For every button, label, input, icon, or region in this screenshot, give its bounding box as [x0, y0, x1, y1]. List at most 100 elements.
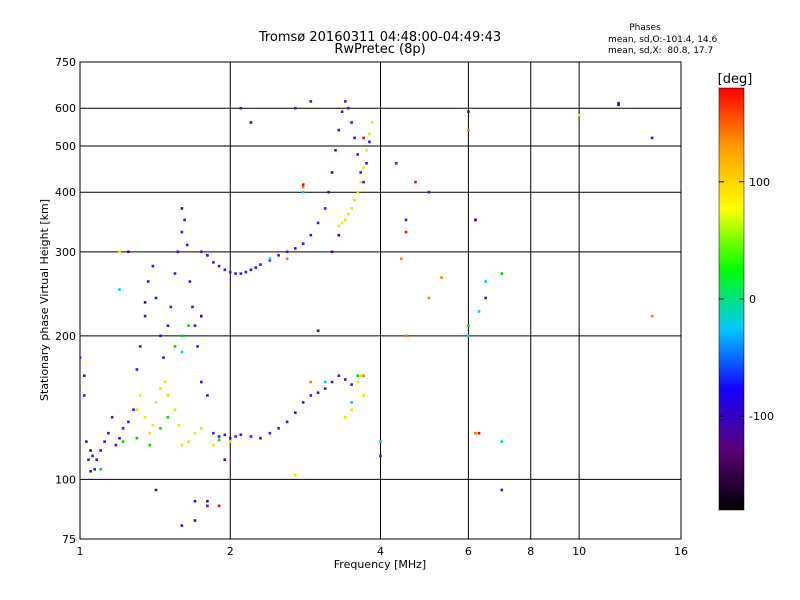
- y-tick-label: 400: [55, 186, 76, 199]
- data-point: [154, 296, 158, 300]
- data-point: [477, 431, 481, 435]
- data-point: [474, 431, 477, 435]
- data-point: [118, 250, 121, 254]
- data-point: [143, 301, 147, 304]
- data-point: [223, 458, 227, 461]
- data-point: [500, 272, 504, 275]
- data-point: [330, 171, 334, 174]
- data-point: [399, 257, 403, 261]
- data-point: [323, 380, 327, 384]
- data-point: [166, 415, 170, 419]
- data-point: [185, 243, 189, 247]
- data-point: [154, 401, 158, 404]
- colorbar-tick-label: 0: [749, 293, 756, 306]
- data-point: [362, 136, 365, 140]
- phase-stats-o: mean, sd,O:-101.4, 14.6: [608, 35, 718, 45]
- data-point: [379, 454, 382, 458]
- data-point: [118, 288, 121, 291]
- data-point: [89, 470, 92, 473]
- data-point: [301, 242, 305, 245]
- data-point: [268, 257, 272, 261]
- data-point: [188, 280, 192, 283]
- x-axis-label: Frequency [MHz]: [334, 558, 426, 571]
- data-point: [316, 221, 320, 225]
- data-point: [427, 190, 431, 194]
- data-point: [146, 280, 150, 283]
- data-point: [467, 110, 470, 113]
- data-point: [404, 334, 408, 338]
- data-point: [154, 488, 158, 492]
- y-tick-label: 500: [55, 140, 76, 153]
- data-point: [143, 314, 147, 318]
- data-point: [370, 121, 374, 124]
- data-point: [80, 356, 82, 359]
- data-point: [347, 106, 350, 110]
- data-point: [337, 224, 341, 228]
- data-point: [135, 368, 139, 371]
- data-point: [309, 233, 313, 237]
- data-point: [353, 198, 356, 202]
- data-point: [110, 415, 114, 419]
- y-tick-label: 75: [62, 533, 76, 546]
- colorbar-label: [deg]: [718, 72, 753, 87]
- data-point: [180, 207, 184, 210]
- data-point: [159, 334, 162, 338]
- y-tick-label: 200: [55, 330, 76, 343]
- data-point: [268, 259, 272, 262]
- data-point: [148, 431, 152, 435]
- data-point: [200, 380, 203, 384]
- y-tick-label: 300: [55, 246, 76, 259]
- x-tick-label: 2: [227, 545, 234, 558]
- data-point: [350, 408, 353, 411]
- data-point: [244, 270, 248, 274]
- y-axis-ticks: 75 100 200 300 400 500 600 750: [55, 56, 76, 546]
- data-point: [217, 435, 221, 438]
- data-point: [200, 250, 203, 254]
- data-point: [143, 415, 147, 419]
- data-point: [365, 162, 368, 165]
- data-point: [254, 266, 258, 269]
- data-point: [362, 166, 365, 170]
- data-point: [99, 449, 102, 452]
- colorbar-tick-label: 100: [749, 176, 770, 189]
- data-point: [180, 350, 184, 354]
- data-point: [356, 190, 359, 194]
- data-point: [467, 128, 470, 132]
- data-point: [200, 427, 203, 430]
- data-points: [80, 100, 654, 527]
- data-point: [350, 383, 353, 386]
- data-point: [362, 394, 365, 397]
- data-point: [83, 394, 86, 397]
- data-point: [93, 468, 96, 471]
- data-point: [294, 247, 297, 250]
- data-point: [206, 394, 209, 397]
- data-point: [484, 296, 487, 300]
- data-point: [177, 423, 181, 427]
- x-axis-ticks: 1 2 4 6 8 10 16: [77, 545, 689, 558]
- y-axis-label: Stationary phase Virtual Height [km]: [38, 199, 51, 401]
- data-point: [103, 440, 106, 443]
- data-point: [212, 261, 215, 264]
- data-point: [350, 401, 353, 404]
- data-point: [173, 345, 177, 348]
- data-point: [151, 264, 155, 268]
- phase-stats-x: mean, sd,X: 80.8, 17.7: [608, 46, 713, 56]
- data-point: [99, 468, 102, 471]
- data-point: [356, 374, 359, 377]
- data-point: [301, 185, 305, 189]
- data-point: [234, 272, 237, 275]
- data-point: [301, 190, 305, 194]
- data-point: [316, 391, 320, 394]
- data-point: [206, 254, 209, 257]
- data-point: [163, 380, 167, 384]
- data-point: [151, 423, 155, 427]
- data-point: [301, 401, 305, 404]
- data-point: [330, 250, 334, 254]
- data-point: [206, 504, 209, 508]
- data-point: [294, 411, 297, 414]
- data-point: [121, 427, 125, 430]
- data-point: [148, 443, 152, 447]
- data-point: [87, 458, 90, 461]
- data-point: [337, 374, 341, 377]
